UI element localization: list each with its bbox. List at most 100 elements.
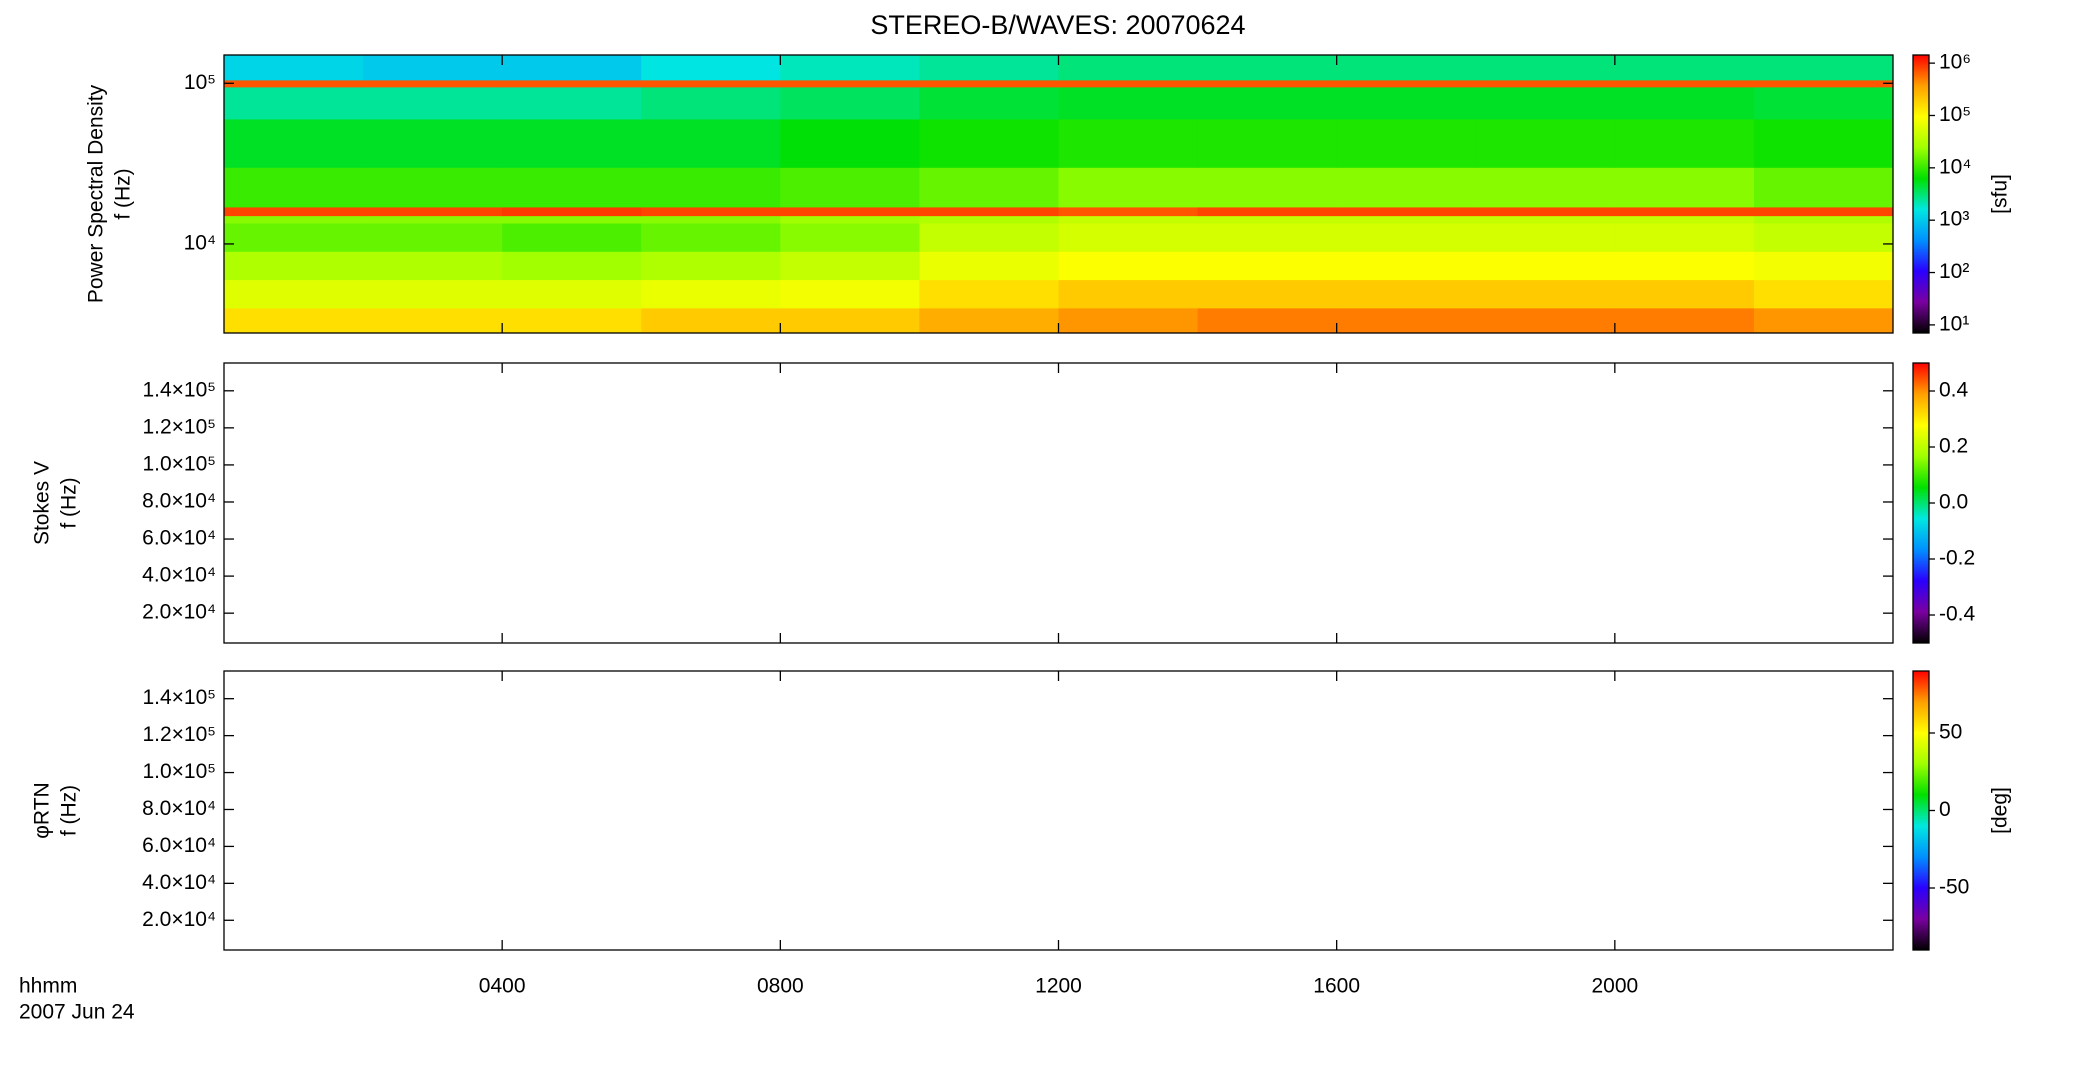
colorbar-tick-label: 10¹ — [1939, 312, 1969, 335]
heatmap-cell — [1475, 307, 1616, 334]
heatmap-cell — [641, 279, 781, 309]
heatmap-cell — [919, 222, 1059, 252]
colorbar — [1912, 670, 1930, 951]
heatmap-cell — [1058, 118, 1199, 168]
heatmap-cell — [1475, 79, 1616, 88]
heatmap-cell — [1336, 55, 1477, 81]
heatmap-cell — [780, 251, 920, 281]
y-tick-label: 1.4×10⁵ — [142, 686, 216, 709]
heatmap-cell — [780, 86, 920, 120]
heatmap-cell — [919, 55, 1059, 81]
heatmap-cell — [363, 86, 503, 120]
colorbar-tick-label: 0.0 — [1939, 491, 1968, 514]
heatmap-cell — [919, 118, 1059, 168]
heatmap-cell — [1336, 118, 1477, 168]
x-tick-label: 0800 — [757, 975, 804, 998]
heatmap-cell — [919, 79, 1059, 88]
heatmap-cell — [1058, 79, 1199, 88]
heatmap-cell — [1753, 55, 1894, 81]
heatmap-cell — [780, 215, 920, 224]
y-axis-label: φRTN — [31, 782, 54, 838]
heatmap-cell — [641, 86, 781, 120]
heatmap-cell — [224, 251, 364, 281]
y-tick-label: 6.0×10⁴ — [142, 834, 216, 857]
heatmap-cell — [1336, 167, 1477, 208]
heatmap-cell — [919, 86, 1059, 120]
y-tick-label: 1.2×10⁵ — [142, 723, 216, 746]
heatmap-cell — [1058, 206, 1199, 217]
heatmap-cell — [224, 215, 364, 224]
heatmap-cell — [1197, 307, 1338, 334]
heatmap-cell — [1753, 86, 1894, 120]
heatmap-cell — [641, 251, 781, 281]
plot-frame — [223, 362, 1894, 644]
heatmap-cell — [780, 222, 920, 252]
heatmap-cell — [1197, 206, 1338, 217]
colorbar — [1912, 54, 1930, 334]
heatmap-cell — [1197, 55, 1338, 81]
heatmap-cell — [1614, 55, 1755, 81]
heatmap-cell — [1753, 279, 1894, 309]
x-axis-label: hhmm — [19, 975, 77, 998]
heatmap-cell — [1475, 55, 1616, 81]
colorbar-tick-label: -0.2 — [1939, 547, 1975, 570]
colorbar-tick-label: 10⁶ — [1939, 51, 1971, 74]
y-axis-label: f (Hz) — [112, 168, 135, 219]
heatmap-cell — [780, 118, 920, 168]
y-axis-label: f (Hz) — [58, 785, 81, 836]
heatmap-cell — [1753, 79, 1894, 88]
heatmap-cell — [1336, 86, 1477, 120]
heatmap-cell — [1614, 86, 1755, 120]
y-axis-label: Stokes V — [31, 461, 54, 545]
heatmap-cell — [641, 215, 781, 224]
x-tick-label: 2000 — [1591, 975, 1638, 998]
heatmap-cell — [1614, 215, 1755, 224]
heatmap-cell — [1336, 206, 1477, 217]
heatmap-cell — [919, 215, 1059, 224]
y-tick-label: 2.0×10⁴ — [142, 601, 216, 624]
heatmap-cell — [919, 206, 1059, 217]
y-tick-label: 1.0×10⁵ — [142, 760, 216, 783]
heatmap-cell — [1197, 118, 1338, 168]
heatmap-cell — [1336, 79, 1477, 88]
heatmap-cell — [641, 307, 781, 334]
heatmap-cell — [1475, 167, 1616, 208]
heatmap-cell — [1058, 55, 1199, 81]
heatmap-cell — [1753, 118, 1894, 168]
heatmap-cell — [780, 307, 920, 334]
colorbar-label: [sfu] — [1989, 174, 2012, 214]
heatmap-cell — [502, 55, 642, 81]
y-tick-label: 10⁵ — [184, 71, 216, 94]
heatmap-cell — [502, 222, 642, 252]
heatmap-cell — [363, 167, 503, 208]
y-tick-label: 1.4×10⁵ — [142, 378, 216, 401]
heatmap-cell — [224, 307, 364, 334]
heatmap-cell — [1058, 167, 1199, 208]
heatmap-cell — [1197, 222, 1338, 252]
heatmap-cell — [641, 206, 781, 217]
heatmap-cell — [1058, 222, 1199, 252]
heatmap-cell — [1197, 279, 1338, 309]
heatmap-cell — [1753, 167, 1894, 208]
heatmap-cell — [1336, 251, 1477, 281]
y-tick-label: 1.0×10⁵ — [142, 452, 216, 475]
heatmap-cell — [1058, 251, 1199, 281]
heatmap-cell — [780, 279, 920, 309]
heatmap-cell — [502, 251, 642, 281]
heatmap-cell — [363, 222, 503, 252]
heatmap-cell — [1753, 206, 1894, 217]
heatmap-cell — [224, 86, 364, 120]
colorbar-tick-label: 10⁴ — [1939, 155, 1971, 178]
y-axis-label: f (Hz) — [58, 477, 81, 528]
heatmap-cell — [1197, 215, 1338, 224]
heatmap-cell — [224, 118, 364, 168]
heatmap-cell — [1753, 307, 1894, 334]
heatmap-cell — [1336, 307, 1477, 334]
heatmap-cell — [1058, 215, 1199, 224]
plot-frame — [223, 670, 1894, 951]
heatmap-cell — [502, 167, 642, 208]
heatmap-cell — [1753, 222, 1894, 252]
heatmap-cell — [780, 206, 920, 217]
heatmap-cell — [1475, 222, 1616, 252]
heatmap-cell — [1614, 279, 1755, 309]
